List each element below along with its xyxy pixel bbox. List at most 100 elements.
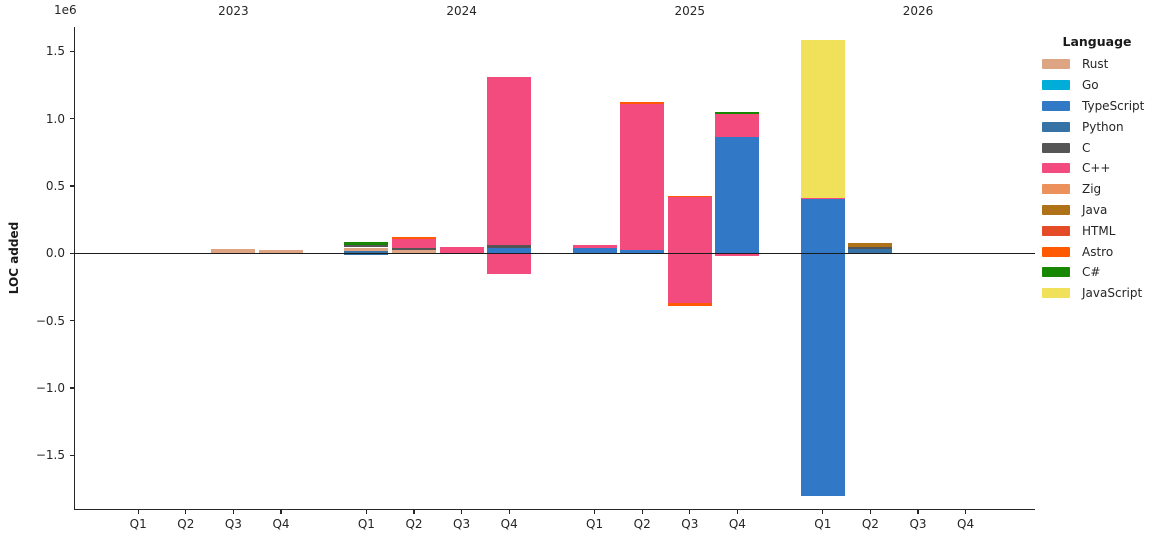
x-tick-mark: [641, 510, 643, 514]
legend-swatch: [1042, 163, 1070, 174]
year-label: 2025: [674, 4, 706, 18]
legend-entry-javascript: JavaScript: [1042, 283, 1168, 304]
y-tick-mark: [69, 118, 74, 120]
bar-segment-c: [667, 196, 712, 254]
bar-segment-typescript: [572, 247, 617, 254]
x-tick-label: Q1: [357, 517, 375, 531]
bar-segment-c: [487, 76, 532, 245]
legend-label: Go: [1082, 78, 1099, 93]
legend-label: Astro: [1082, 244, 1114, 259]
bar-segment-astro: [667, 303, 712, 306]
x-tick-label: Q2: [177, 517, 195, 531]
legend-swatch: [1042, 142, 1070, 153]
y-tick-mark: [69, 50, 74, 52]
x-tick-mark: [232, 510, 234, 514]
bar-segment-c: [344, 244, 389, 248]
legend-label: C: [1082, 140, 1091, 155]
bar-segment-c: [487, 253, 532, 274]
x-tick-label: Q3: [224, 517, 242, 531]
x-tick-label: Q4: [957, 517, 975, 531]
y-tick-mark: [69, 320, 74, 322]
bar-segment-c: [572, 244, 617, 248]
legend-label: Zig: [1082, 182, 1102, 197]
legend: Language Rust Go TypeScript Python C C++ Zig Ja…: [1042, 34, 1168, 304]
x-tick-label: Q3: [681, 517, 699, 531]
x-tick-label: Q1: [586, 517, 604, 531]
bar-segment-c: [439, 247, 484, 254]
bar-segment-astro: [620, 102, 665, 105]
x-tick-label: Q2: [633, 517, 651, 531]
x-tick-mark: [594, 510, 596, 514]
legend-swatch: [1042, 80, 1070, 91]
bar-segment-typescript: [800, 253, 845, 496]
y-tick-label: −1.5: [35, 448, 65, 463]
legend-label: C++: [1082, 161, 1111, 176]
x-tick-mark: [137, 510, 139, 514]
bar-segment-astro: [667, 195, 712, 197]
legend-label: Python: [1082, 119, 1124, 134]
bar-segment-c: [392, 247, 436, 250]
bar-segment-c: [392, 238, 436, 248]
x-tick-label: Q2: [861, 517, 879, 531]
y-tick-label: 0.5: [45, 178, 65, 193]
legend-entry-typescript: TypeScript: [1042, 96, 1168, 117]
x-tick-mark: [869, 510, 871, 514]
y-tick-label: −0.5: [35, 313, 65, 328]
bar-segment-c: [800, 198, 845, 200]
bar-segment-c: [848, 246, 893, 250]
legend-swatch: [1042, 267, 1070, 278]
x-tick-label: Q4: [728, 517, 746, 531]
bar-segment-typescript: [800, 199, 845, 254]
legend-entry-go: Go: [1042, 75, 1168, 96]
legend-entry-html: HTML: [1042, 220, 1168, 241]
legend-swatch: [1042, 184, 1070, 195]
legend-swatch: [1042, 59, 1070, 70]
bar-segment-c: [487, 244, 532, 248]
y-tick-label: 1.5: [45, 44, 65, 59]
x-tick-mark: [822, 510, 824, 514]
y-tick-mark: [69, 185, 74, 187]
legend-swatch: [1042, 288, 1070, 299]
x-tick-mark: [461, 510, 463, 514]
bar-segment-javascript: [800, 40, 845, 199]
x-tick-mark: [965, 510, 967, 514]
y-axis-offset-label: 1e6: [54, 3, 77, 17]
legend-swatch: [1042, 225, 1070, 236]
y-tick-mark: [69, 454, 74, 456]
legend-label: C#: [1082, 265, 1101, 280]
legend-swatch: [1042, 246, 1070, 257]
legend-entry-java: Java: [1042, 200, 1168, 221]
legend-entry-astro: Astro: [1042, 241, 1168, 262]
bar-segment-typescript: [620, 249, 665, 254]
y-tick-label: 0.0: [45, 246, 65, 261]
legend-entry-c: C#: [1042, 262, 1168, 283]
x-axis-spine: [73, 508, 1035, 510]
bar-segment-python: [344, 253, 389, 256]
y-axis-spine: [73, 27, 75, 510]
x-tick-label: Q2: [405, 517, 423, 531]
year-label: 2024: [446, 4, 477, 18]
legend-swatch: [1042, 100, 1070, 111]
x-tick-mark: [508, 510, 510, 514]
bar-segment-rust: [211, 249, 256, 254]
bar-segment-c: [715, 253, 760, 256]
x-tick-label: Q1: [814, 517, 832, 531]
y-tick-label: −1.0: [35, 381, 65, 395]
legend-swatch: [1042, 204, 1070, 215]
y-tick-mark: [69, 252, 74, 254]
year-label: 2026: [902, 4, 934, 18]
legend-label: JavaScript: [1082, 286, 1143, 301]
bar-segment-c: [667, 253, 712, 304]
legend-entries: Rust Go TypeScript Python C C++ Zig Java HTML Ast…: [1042, 54, 1168, 304]
y-tick-label: 1.0: [45, 111, 65, 126]
x-tick-mark: [689, 510, 691, 514]
bar-segment-java: [848, 242, 893, 247]
year-label: 2023: [218, 4, 249, 18]
bar-segment-c: [715, 114, 760, 137]
legend-swatch: [1042, 121, 1070, 132]
x-tick-mark: [185, 510, 187, 514]
bar-segment-c: [344, 241, 389, 245]
x-tick-label: Q3: [453, 517, 471, 531]
